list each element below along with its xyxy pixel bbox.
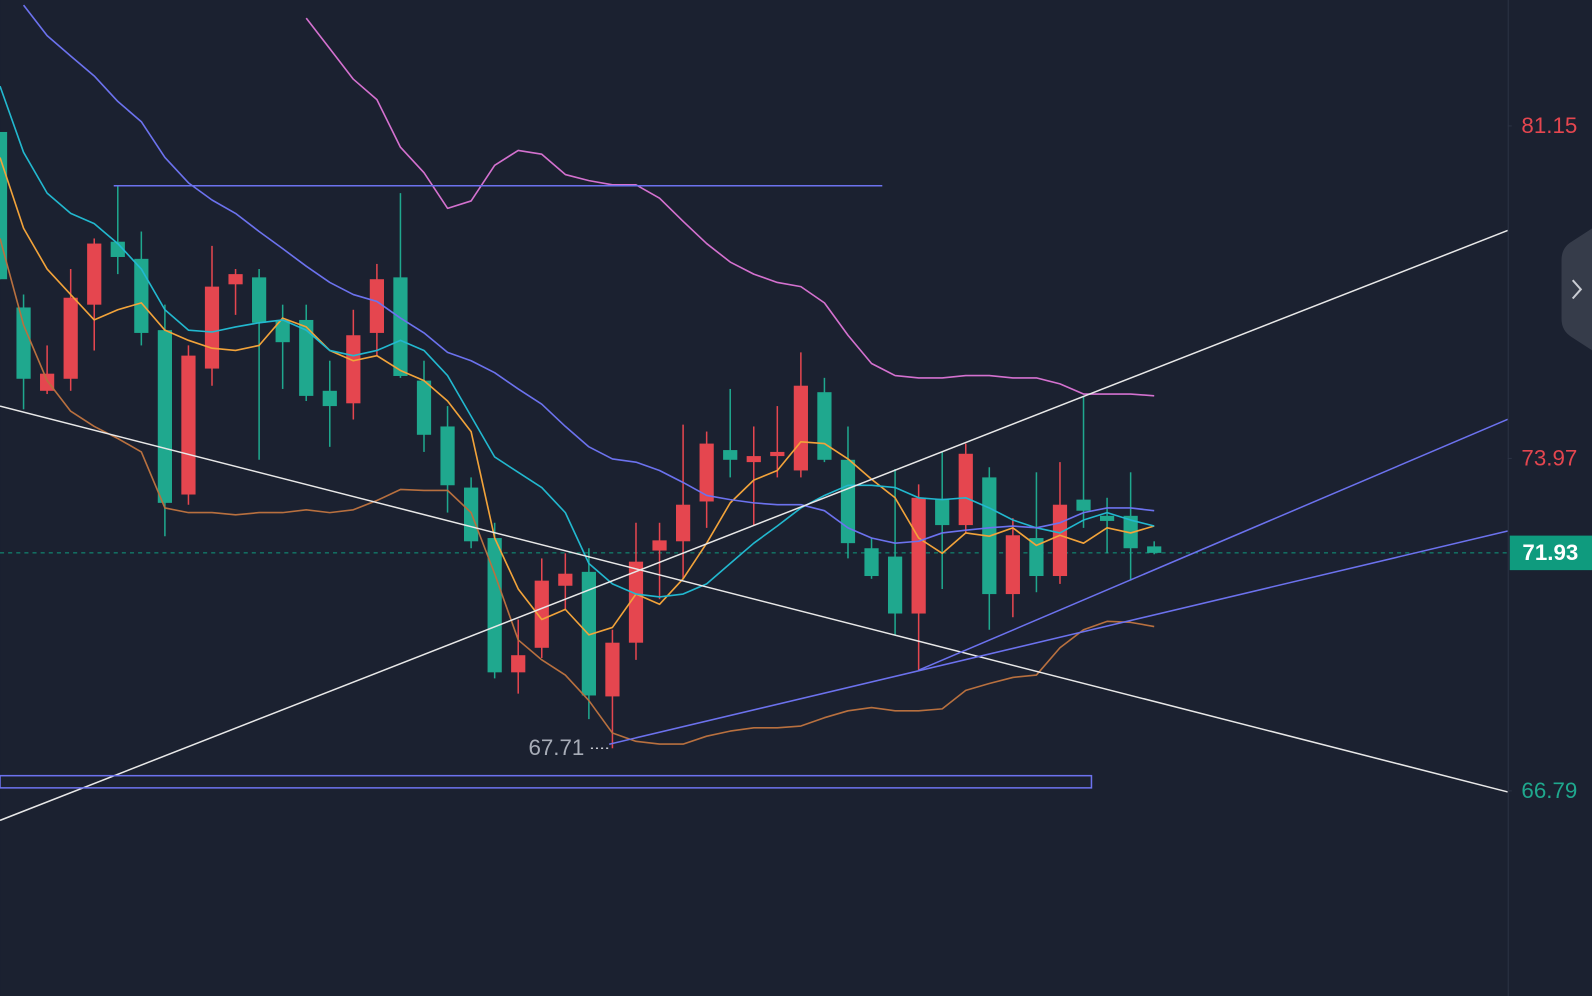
candle-body: [887, 556, 903, 614]
candle-body: [204, 286, 220, 369]
zone-rect: [0, 774, 1093, 789]
candle-body: [911, 497, 926, 614]
last-price-label: 71.93: [1522, 540, 1578, 565]
low-label: 67.71: [528, 735, 584, 760]
candle-body: [1147, 546, 1162, 553]
candle-body: [628, 561, 644, 643]
y-tick-label: 81.15: [1521, 113, 1577, 138]
drawings: [0, 185, 1509, 822]
y-tick-label: 66.79: [1521, 778, 1577, 803]
indicator-line: [0, 238, 1155, 745]
candle-body: [699, 443, 714, 502]
candle-body: [63, 297, 78, 379]
candle-body: [793, 385, 808, 471]
indicator-line: [22, 4, 1155, 544]
candle-body: [652, 540, 667, 551]
price-axis: 81.15 73.97 66.79 71.93: [1507, 0, 1592, 996]
candle-body: [1005, 535, 1020, 595]
candle-body: [228, 274, 243, 285]
candle-body: [134, 258, 149, 333]
candle-body: [1029, 538, 1044, 577]
candle-body: [369, 279, 384, 333]
candle-body: [1076, 499, 1091, 511]
candle-body: [558, 573, 573, 586]
candle-body: [1052, 504, 1068, 577]
plot-area: 67.71: [0, 4, 1508, 760]
trend-line: [918, 418, 1509, 671]
collapse-tab[interactable]: [1561, 228, 1592, 351]
candle-body: [275, 319, 290, 343]
candle-body: [935, 498, 950, 526]
candle-body: [299, 319, 314, 396]
candle-body: [322, 390, 337, 407]
candle-body: [157, 330, 173, 503]
candle-body: [87, 243, 102, 305]
candle-body: [440, 426, 455, 486]
candle-body: [16, 307, 31, 379]
candle-body: [181, 355, 196, 495]
candle-body: [487, 538, 502, 673]
candle-body: [770, 451, 785, 457]
candle-body: [346, 335, 361, 404]
candle-body: [416, 380, 432, 435]
indicator-line: [0, 157, 1155, 636]
candle-body: [252, 277, 267, 323]
candle-body: [393, 277, 408, 376]
candle-body: [958, 453, 973, 526]
candle-body: [723, 450, 738, 460]
candle-body: [511, 655, 526, 673]
indicator-line: [305, 17, 1155, 397]
trend-line: [609, 530, 1508, 745]
collapse-tab-bg[interactable]: [1561, 228, 1592, 351]
candle-body: [0, 131, 8, 280]
candle-body: [746, 456, 761, 463]
candle-body: [1099, 515, 1115, 521]
trend-line: [0, 405, 1508, 793]
indicator-line: [0, 85, 1155, 598]
candle-body: [675, 504, 691, 542]
candle-body: [110, 241, 125, 257]
candle-body: [534, 580, 549, 648]
candle-body: [817, 392, 832, 460]
candle-body: [840, 459, 856, 544]
candle-body: [605, 642, 620, 697]
chevron-icon[interactable]: [1571, 279, 1583, 300]
y-tick-label: 73.97: [1521, 445, 1577, 470]
candle-body: [864, 548, 879, 577]
candle-body: [1123, 515, 1138, 549]
trend-line: [0, 229, 1508, 822]
last-price-box: [1509, 535, 1592, 571]
